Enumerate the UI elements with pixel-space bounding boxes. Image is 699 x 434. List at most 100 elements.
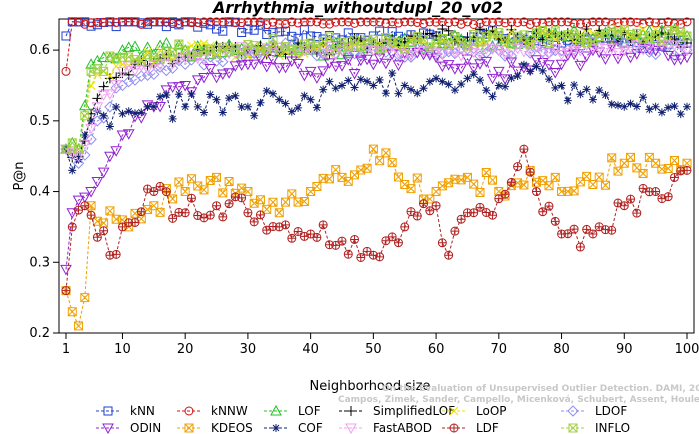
data-point bbox=[212, 172, 222, 182]
data-point bbox=[412, 211, 422, 221]
data-point bbox=[626, 99, 635, 108]
data-point bbox=[455, 63, 468, 75]
data-point bbox=[298, 70, 311, 82]
data-point bbox=[449, 47, 461, 59]
data-point bbox=[85, 123, 97, 135]
y-tick-label: 0.6 bbox=[29, 43, 50, 58]
data-point bbox=[230, 18, 240, 28]
data-point bbox=[392, 60, 405, 71]
data-point bbox=[400, 44, 410, 54]
legend-marker bbox=[345, 423, 357, 434]
data-point bbox=[218, 26, 228, 36]
data-point bbox=[618, 36, 631, 48]
x-tick-label: 60 bbox=[428, 342, 445, 357]
y-tick-label: 0.4 bbox=[29, 185, 50, 200]
data-point bbox=[669, 155, 679, 165]
data-point bbox=[444, 80, 453, 89]
data-point bbox=[555, 50, 568, 61]
data-point bbox=[657, 37, 667, 47]
data-point bbox=[368, 34, 378, 44]
data-point bbox=[312, 17, 322, 27]
data-point bbox=[111, 22, 121, 32]
data-point bbox=[494, 81, 503, 90]
data-point bbox=[323, 43, 336, 56]
data-point bbox=[224, 177, 234, 187]
data-point bbox=[255, 195, 265, 205]
data-point bbox=[356, 17, 366, 27]
data-point bbox=[582, 85, 591, 94]
data-point bbox=[537, 46, 549, 58]
data-point bbox=[237, 49, 247, 59]
data-point bbox=[273, 63, 286, 74]
data-point bbox=[129, 65, 141, 77]
data-point bbox=[362, 17, 372, 27]
data-point bbox=[663, 17, 673, 27]
data-point bbox=[569, 224, 579, 234]
data-point bbox=[393, 172, 403, 182]
data-point bbox=[569, 19, 579, 29]
data-point bbox=[160, 85, 173, 96]
data-point bbox=[545, 75, 553, 84]
legend-label: LOF bbox=[298, 404, 321, 418]
data-point bbox=[600, 180, 610, 190]
data-point bbox=[281, 220, 291, 230]
data-point bbox=[293, 18, 303, 28]
legend-label: INFLO bbox=[595, 421, 630, 434]
data-point bbox=[607, 100, 616, 109]
data-point bbox=[218, 108, 227, 117]
data-point bbox=[85, 187, 97, 198]
data-point bbox=[613, 18, 623, 28]
data-point bbox=[544, 181, 554, 191]
data-point bbox=[218, 212, 228, 222]
data-point bbox=[99, 66, 109, 76]
data-point bbox=[299, 17, 309, 27]
data-point bbox=[92, 232, 102, 242]
data-point bbox=[568, 46, 580, 57]
data-point bbox=[260, 61, 273, 73]
data-point bbox=[557, 81, 566, 90]
data-point bbox=[568, 43, 580, 56]
data-point bbox=[412, 173, 422, 183]
data-point bbox=[116, 66, 129, 78]
data-point bbox=[199, 17, 209, 27]
data-point bbox=[300, 91, 309, 100]
data-point bbox=[262, 20, 272, 30]
data-point bbox=[180, 187, 190, 197]
data-point bbox=[74, 144, 84, 154]
data-point bbox=[612, 54, 624, 65]
data-point bbox=[368, 144, 378, 154]
data-point bbox=[575, 242, 585, 252]
legend-marker bbox=[184, 423, 194, 433]
data-point bbox=[561, 50, 574, 62]
data-point bbox=[168, 194, 178, 204]
data-point bbox=[174, 90, 183, 99]
data-point bbox=[405, 51, 417, 62]
data-point bbox=[632, 208, 642, 218]
data-point bbox=[638, 183, 648, 193]
data-point bbox=[99, 218, 109, 228]
data-point bbox=[105, 17, 115, 27]
data-point bbox=[67, 222, 77, 232]
data-point bbox=[569, 186, 579, 196]
data-point bbox=[367, 59, 380, 71]
data-point bbox=[430, 52, 442, 64]
data-point bbox=[407, 85, 415, 94]
data-point bbox=[237, 18, 247, 28]
data-point bbox=[620, 102, 629, 111]
data-point bbox=[143, 102, 152, 111]
data-point bbox=[599, 31, 612, 44]
data-point bbox=[563, 96, 572, 105]
data-point bbox=[476, 76, 484, 85]
data-point bbox=[186, 193, 196, 203]
data-point bbox=[111, 249, 121, 259]
data-point bbox=[599, 54, 612, 65]
data-point bbox=[682, 165, 692, 175]
data-point bbox=[626, 152, 636, 162]
data-point bbox=[354, 44, 367, 56]
data-point bbox=[594, 172, 604, 182]
data-point bbox=[411, 43, 424, 54]
data-point bbox=[469, 20, 479, 30]
legend-marker bbox=[567, 405, 579, 417]
data-point bbox=[595, 86, 604, 95]
data-point bbox=[599, 44, 612, 55]
